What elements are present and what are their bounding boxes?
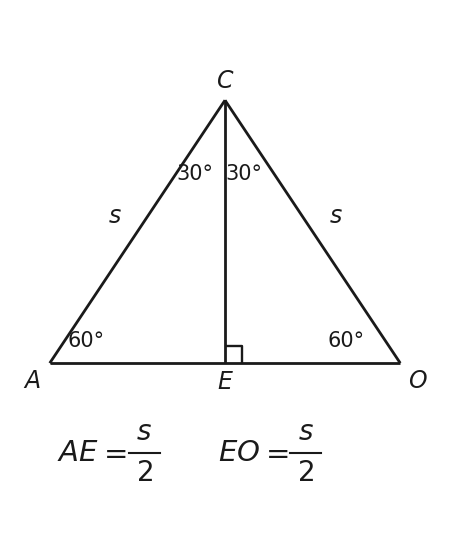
Text: 30°: 30° xyxy=(226,164,263,184)
Text: $\mathit{s}$: $\mathit{s}$ xyxy=(136,418,152,446)
Text: C: C xyxy=(217,69,233,93)
Text: O: O xyxy=(409,369,427,393)
Text: $2$: $2$ xyxy=(297,459,314,487)
Text: $=$: $=$ xyxy=(260,439,288,467)
Text: $\mathit{EO}$: $\mathit{EO}$ xyxy=(218,439,260,467)
Text: 30°: 30° xyxy=(177,164,214,184)
Text: $2$: $2$ xyxy=(136,459,153,487)
Text: 60°: 60° xyxy=(68,331,105,352)
Text: 60°: 60° xyxy=(327,331,364,352)
Text: $=$: $=$ xyxy=(98,439,127,467)
Text: A: A xyxy=(24,369,40,393)
Text: s: s xyxy=(108,204,121,228)
Text: s: s xyxy=(329,204,342,228)
Text: $\mathit{AE}$: $\mathit{AE}$ xyxy=(57,439,99,467)
Text: $\mathit{s}$: $\mathit{s}$ xyxy=(298,418,314,446)
Text: E: E xyxy=(217,370,233,395)
